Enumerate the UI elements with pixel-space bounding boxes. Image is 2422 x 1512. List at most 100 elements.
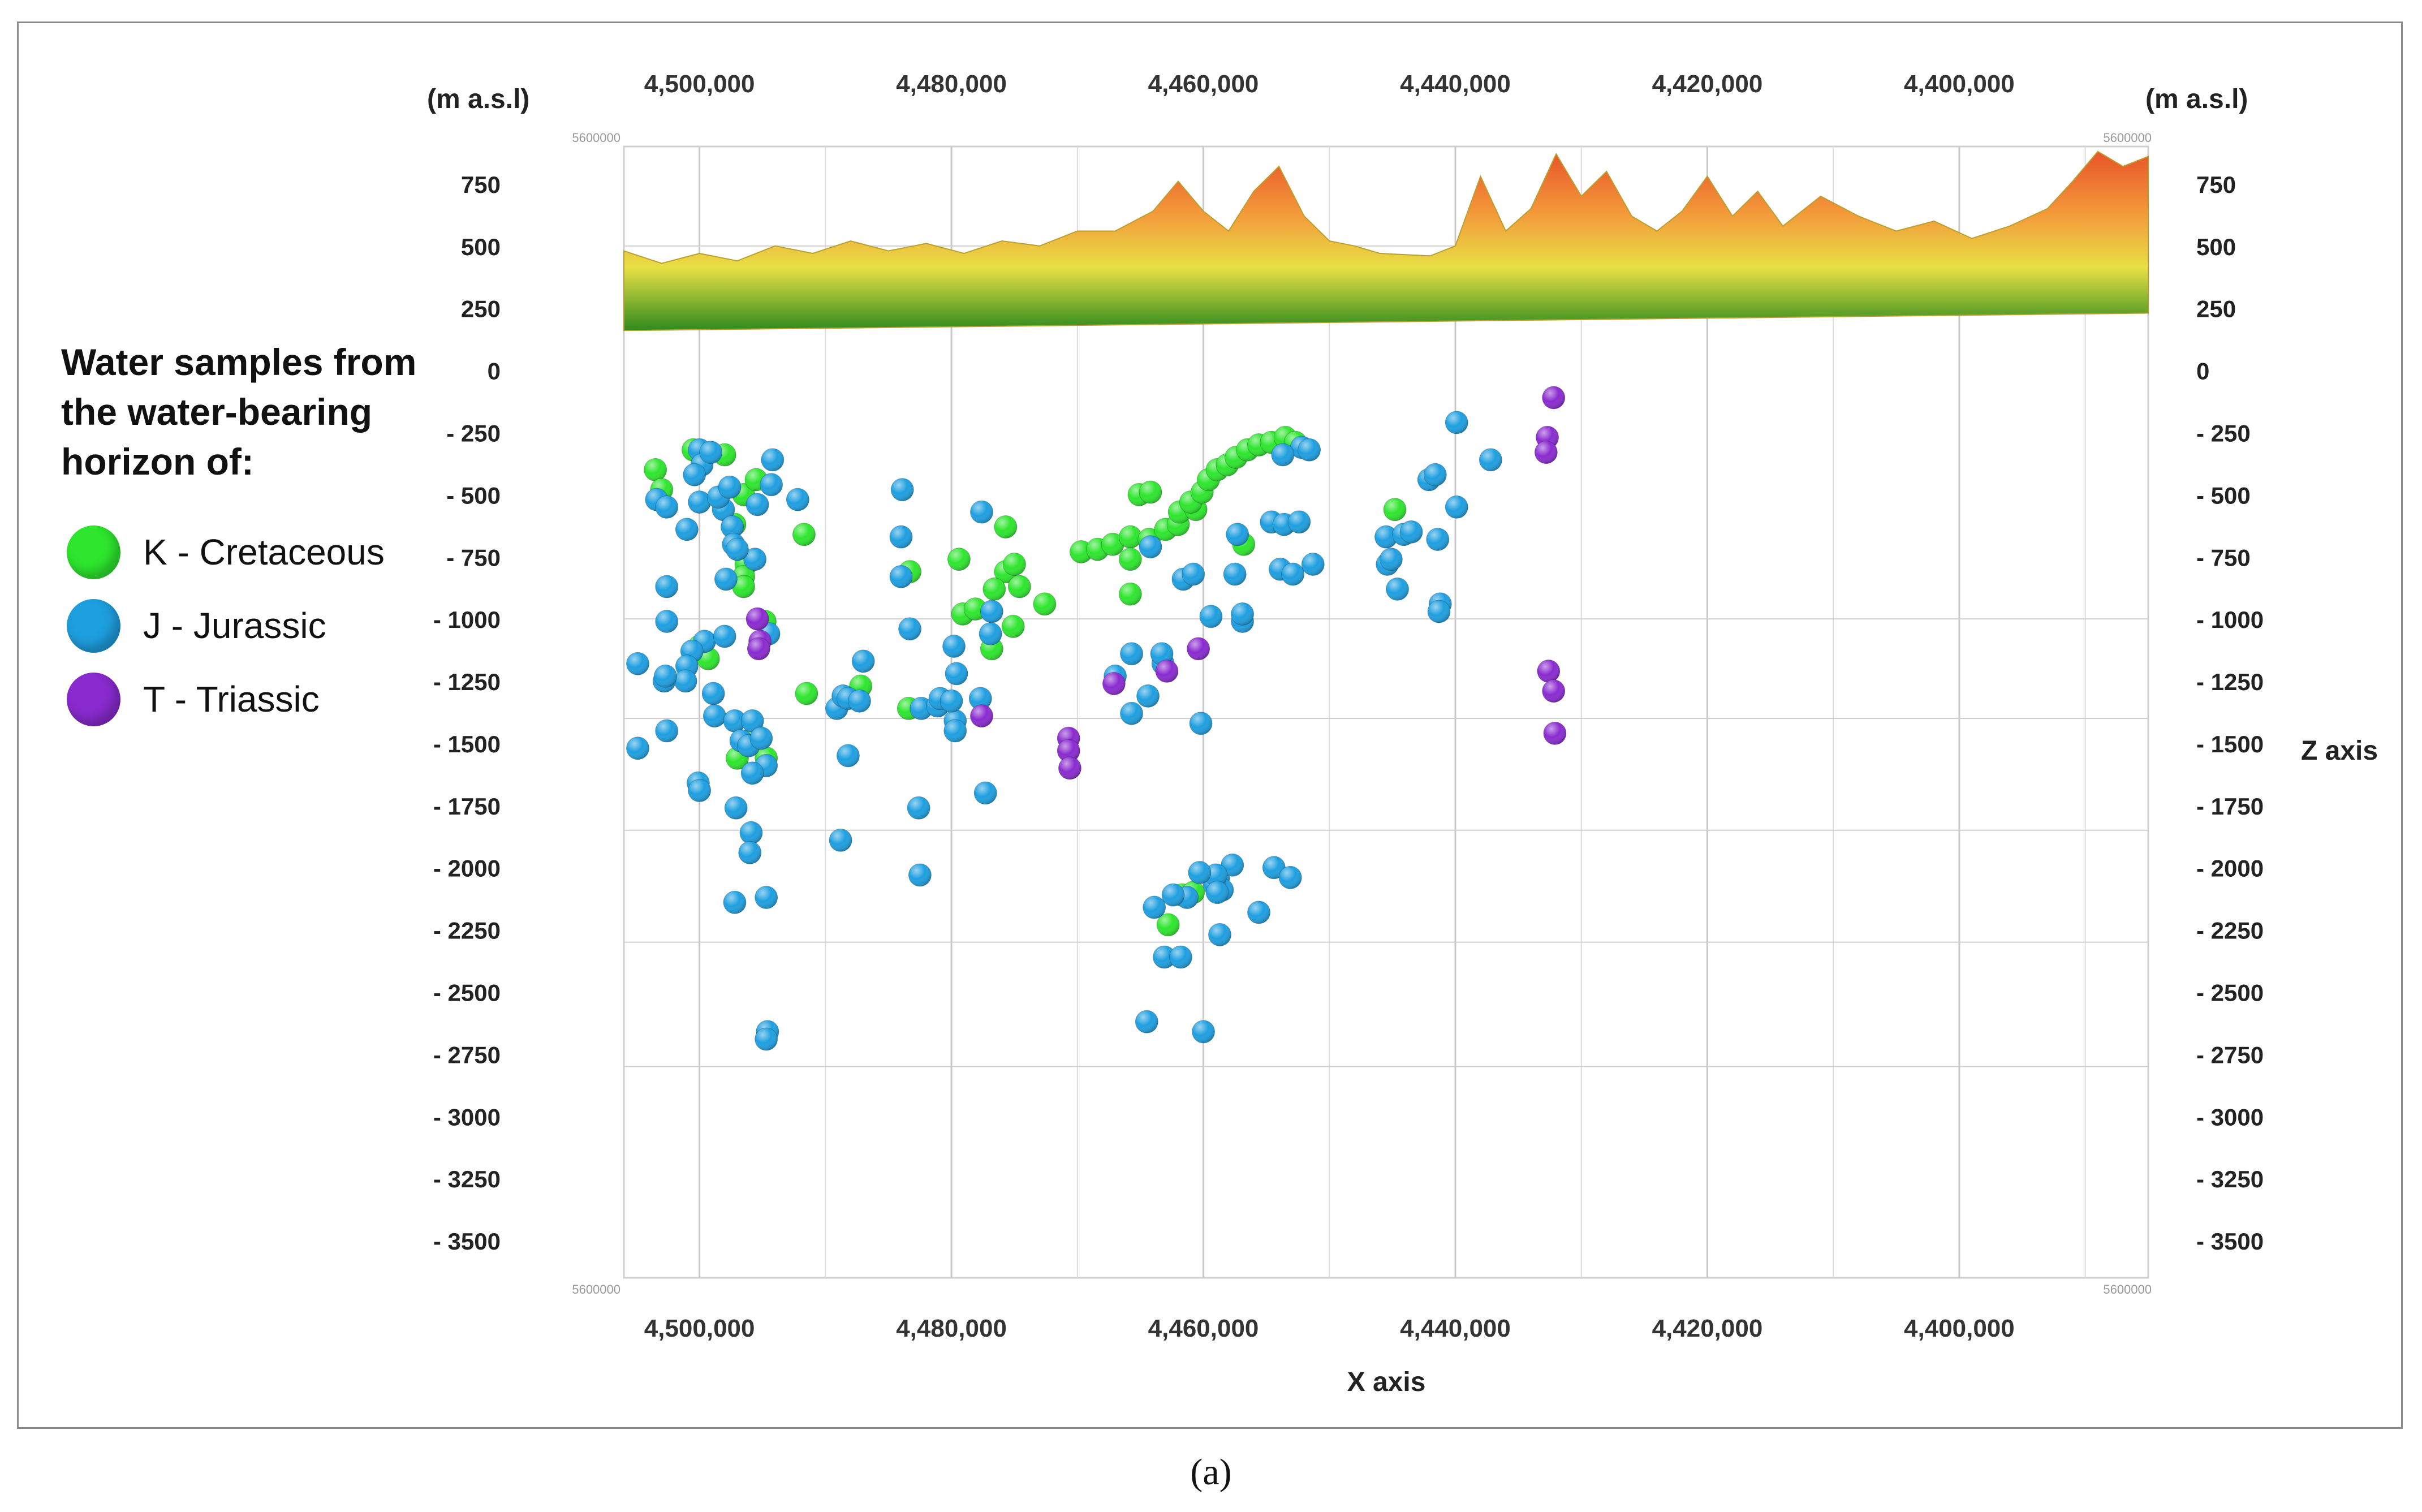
data-point-jurassic <box>1445 411 1468 434</box>
data-point-jurassic <box>980 600 1003 623</box>
data-point-jurassic <box>721 515 744 539</box>
data-point-jurassic <box>738 841 762 864</box>
x-tick-label-top: 4,400,000 <box>1904 70 2015 98</box>
data-point-cretaceous <box>795 682 818 705</box>
data-point-jurassic <box>755 1027 778 1051</box>
grid-layer <box>623 145 2149 1279</box>
data-point-jurassic <box>1188 861 1212 885</box>
y-tick-label-right: - 1250 <box>2196 669 2264 695</box>
data-point-triassic <box>1155 659 1179 683</box>
data-point-jurassic <box>1208 923 1231 946</box>
data-point-jurassic <box>890 478 914 502</box>
x-axis-title: X axis <box>1347 1367 1426 1397</box>
y-tick-label-right: - 2750 <box>2196 1041 2264 1068</box>
corner-label: 5600000 <box>2103 1282 2152 1296</box>
data-point-jurassic <box>1379 548 1403 571</box>
data-point-cretaceous <box>982 577 1006 601</box>
data-point-jurassic <box>1182 562 1205 586</box>
data-point-triassic <box>747 637 770 661</box>
data-point-jurassic <box>1139 535 1162 559</box>
data-point-jurassic <box>1298 438 1321 462</box>
y-tick-label-left: - 2000 <box>433 855 501 882</box>
data-point-jurassic <box>1192 1020 1216 1044</box>
y-tick-label-left: - 1000 <box>433 606 501 633</box>
data-point-jurassic <box>851 649 875 673</box>
x-tick-label-top: 4,440,000 <box>1400 70 1511 98</box>
data-point-jurassic <box>1189 712 1213 735</box>
data-point-triassic <box>745 607 769 631</box>
data-point-jurassic <box>1479 448 1502 472</box>
data-point-jurassic <box>655 575 679 598</box>
data-point-jurassic <box>1399 520 1423 544</box>
legend-item-triassic: T - Triassic <box>67 671 320 727</box>
data-point-triassic <box>1537 659 1561 683</box>
data-point-jurassic <box>718 475 742 499</box>
legend-label-triassic: T - Triassic <box>143 679 320 720</box>
legend-label-jurassic: J - Jurassic <box>143 605 326 646</box>
data-point-jurassic <box>743 548 767 571</box>
data-point-triassic <box>1187 637 1210 661</box>
legend-item-jurassic: J - Jurassic <box>67 597 326 654</box>
data-point-cretaceous <box>1033 592 1057 616</box>
data-point-cretaceous <box>1383 498 1407 522</box>
y-tick-label-right: - 1500 <box>2196 731 2264 757</box>
x-tick-label-top: 4,500,000 <box>644 70 755 98</box>
data-point-jurassic <box>908 863 932 887</box>
data-point-triassic <box>1542 386 1566 410</box>
x-tick-label-top: 4,420,000 <box>1652 70 1763 98</box>
data-point-jurassic <box>1136 684 1160 708</box>
data-point-jurassic <box>1231 602 1255 626</box>
data-point-triassic <box>1534 441 1558 464</box>
data-point-jurassic <box>1445 495 1468 519</box>
y-tick-label-left: - 2500 <box>433 980 501 1006</box>
data-point-jurassic <box>740 761 764 785</box>
data-point-jurassic <box>1223 562 1247 586</box>
data-point-cretaceous <box>947 548 971 571</box>
data-point-cretaceous <box>644 458 667 481</box>
data-point-jurassic <box>889 565 913 588</box>
y-unit-left: (m a.s.l) <box>427 84 529 114</box>
data-point-jurassic <box>907 796 930 820</box>
data-point-cretaceous <box>1007 575 1031 598</box>
y-tick-label-left: - 1750 <box>433 793 501 820</box>
data-point-jurassic <box>1120 701 1144 725</box>
data-point-jurassic <box>1423 463 1447 486</box>
data-point-jurassic <box>740 709 764 733</box>
data-point-jurassic <box>945 662 968 686</box>
data-point-jurassic <box>701 682 725 705</box>
data-point-jurassic <box>1221 853 1244 877</box>
data-point-jurassic <box>699 441 723 464</box>
points-layer <box>626 386 1567 1051</box>
data-point-triassic <box>1057 739 1080 763</box>
y-tick-label-right: - 1000 <box>2196 606 2264 633</box>
data-point-cretaceous <box>1118 582 1142 606</box>
data-point-jurassic <box>1287 510 1311 534</box>
data-point-jurassic <box>626 736 649 760</box>
data-point-jurassic <box>724 796 748 820</box>
legend-label-cretaceous: K - Cretaceous <box>143 532 385 572</box>
y-tick-label-left: 750 <box>461 171 501 198</box>
data-point-cretaceous <box>1156 913 1180 937</box>
data-point-jurassic <box>675 518 699 541</box>
data-point-jurassic <box>979 622 1002 646</box>
data-point-cretaceous <box>1118 548 1142 571</box>
y-tick-label-left: 250 <box>461 296 501 322</box>
data-point-jurassic <box>1199 605 1223 628</box>
y-tick-label-left: - 3000 <box>433 1104 501 1130</box>
data-point-jurassic <box>1161 883 1185 907</box>
data-point-jurassic <box>786 488 809 511</box>
data-point-jurassic <box>1281 562 1305 586</box>
data-point-jurassic <box>1301 552 1325 576</box>
data-point-jurassic <box>714 567 738 591</box>
data-point-jurassic <box>703 704 726 728</box>
data-point-jurassic <box>723 890 747 914</box>
figure-caption: (a) <box>1190 1451 1232 1493</box>
data-point-jurassic <box>755 885 778 909</box>
data-point-jurassic <box>1150 642 1174 666</box>
y-tick-label-left: 0 <box>488 358 501 385</box>
data-point-jurassic <box>655 495 679 519</box>
data-point-jurassic <box>688 778 712 802</box>
x-tick-label-top: 4,460,000 <box>1148 70 1259 98</box>
data-point-cretaceous <box>732 575 756 598</box>
data-point-jurassic <box>829 828 852 852</box>
